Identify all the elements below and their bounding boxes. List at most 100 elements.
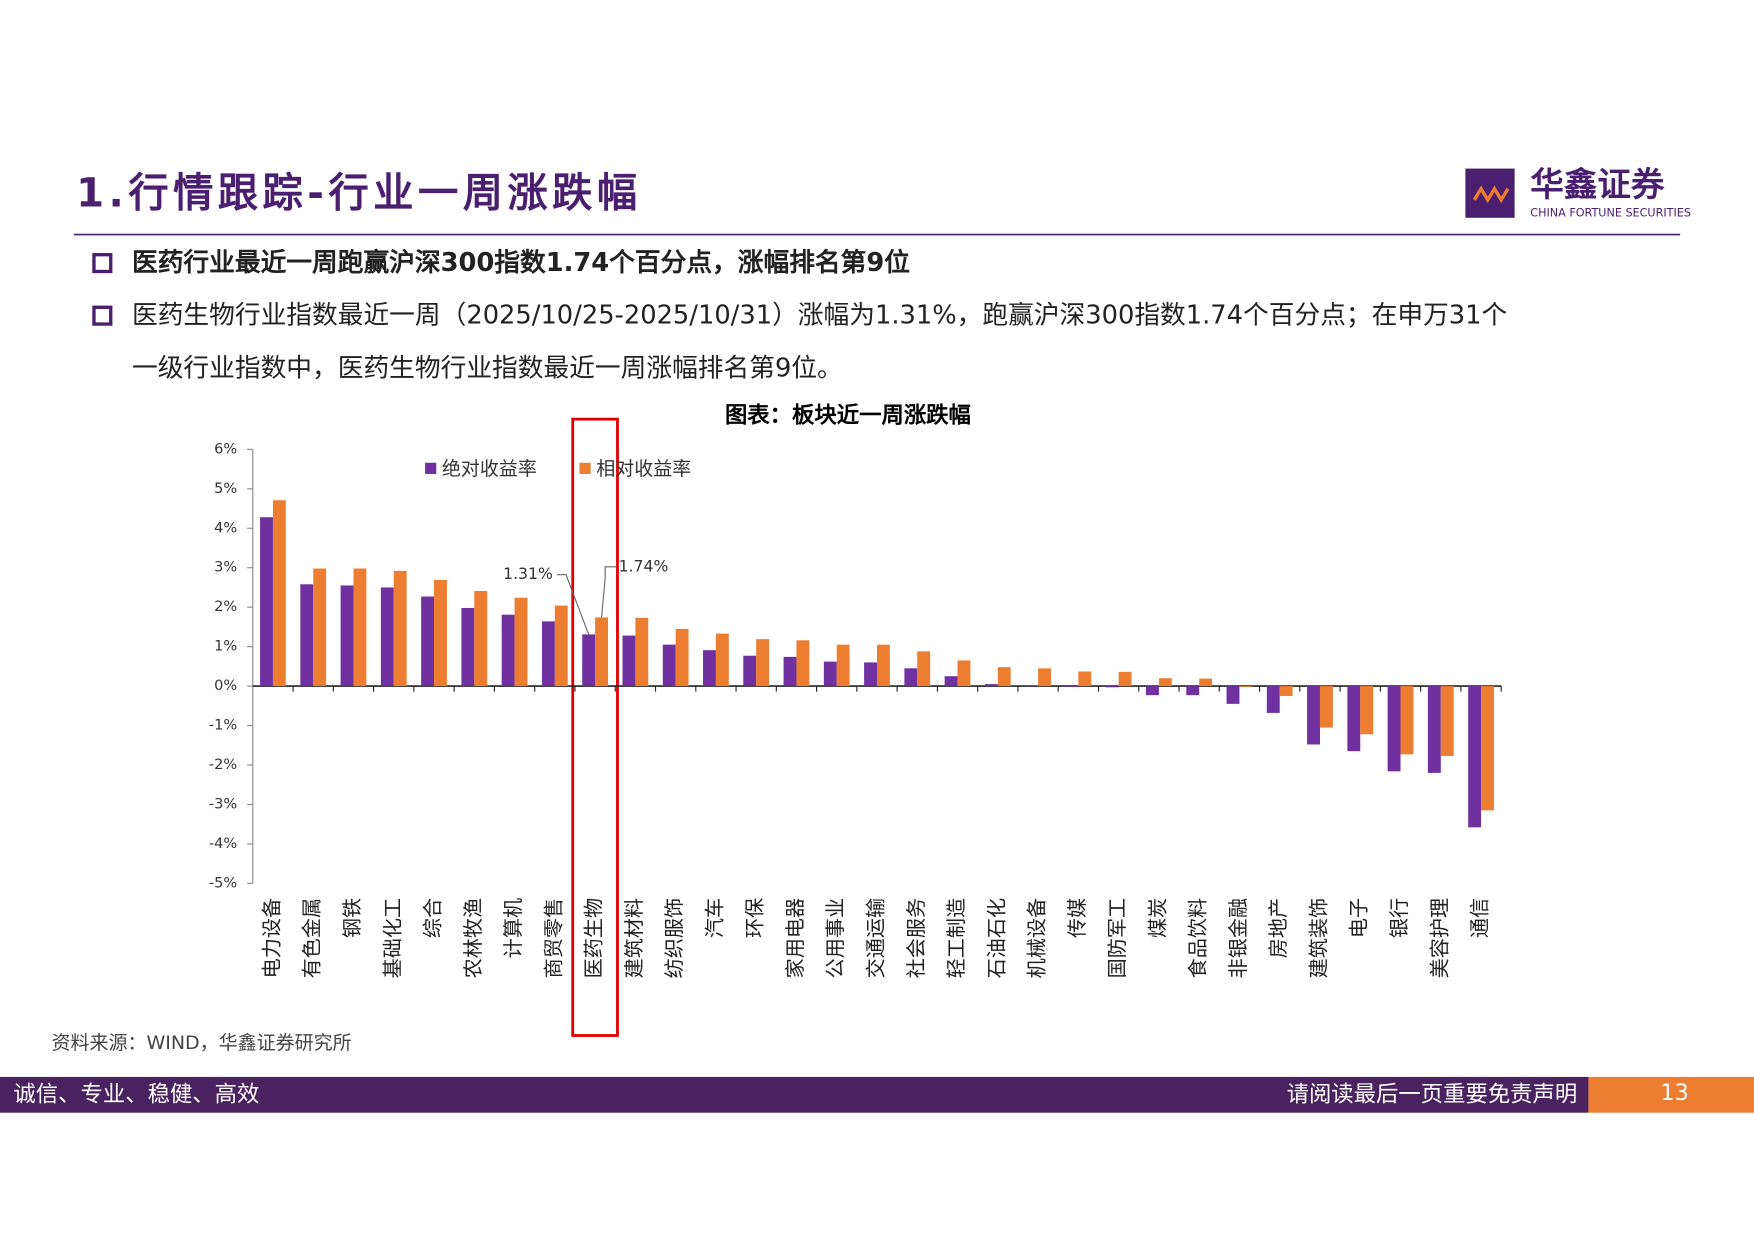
bar (877, 644, 890, 687)
bar (1387, 686, 1401, 772)
x-tick-label: 交通运输 (864, 898, 888, 978)
bar (514, 597, 528, 687)
bar (1360, 686, 1374, 735)
bar (823, 661, 837, 687)
y-tick-label: 0% (214, 678, 237, 694)
source-note: 资料来源：WIND，华鑫证券研究所 (51, 1032, 351, 1054)
bar (715, 633, 729, 687)
bar (1065, 686, 1079, 687)
bar (313, 568, 327, 687)
bar (474, 591, 488, 687)
annotation: 1.74% (619, 556, 669, 575)
bar (340, 585, 354, 687)
x-tick-label: 公用事业 (823, 898, 847, 978)
legend-swatch (425, 462, 437, 474)
y-tick-label: 5% (214, 481, 237, 497)
bar (1118, 671, 1132, 687)
x-tick-label: 电子 (1347, 898, 1371, 938)
x-tick-label: 美容护理 (1427, 898, 1451, 978)
bar (957, 660, 971, 687)
footer-page-box (1588, 1076, 1754, 1113)
bullet-box (92, 253, 113, 274)
x-tick-label: 石油石化 (984, 898, 1008, 978)
bar (1038, 668, 1051, 687)
y-tick-label: 6% (214, 441, 237, 457)
bar (944, 676, 958, 687)
y-tick-label: -5% (209, 875, 237, 891)
bar (1226, 686, 1240, 704)
x-tick-label: 房地产 (1266, 898, 1290, 958)
bar (756, 639, 770, 687)
slide-title: 1.行情跟踪-行业一周涨跌幅 (76, 170, 642, 216)
y-tick-label: 2% (214, 599, 237, 615)
x-tick-label: 建筑材料 (622, 898, 646, 978)
x-tick-label: 国防军工 (1105, 898, 1129, 978)
annotation-leader (557, 574, 590, 635)
bar (541, 621, 555, 687)
bar (836, 644, 850, 687)
footer-disclaimer: 请阅读最后一页重要免责声明 (1287, 1081, 1578, 1107)
y-tick-label: -4% (209, 836, 237, 852)
bar (353, 568, 367, 687)
bar (1078, 671, 1092, 687)
x-tick-label: 电力设备 (259, 898, 283, 978)
bar (1319, 686, 1333, 728)
bullet-text: 医药生物行业指数最近一周（2025/10/25-2025/10/31）涨幅为1.… (132, 301, 1507, 331)
bar (554, 605, 568, 687)
bar (743, 655, 757, 687)
annotation: 1.31% (503, 564, 553, 583)
bar (1440, 686, 1454, 756)
bar (917, 651, 931, 687)
x-tick-label: 通信 (1468, 898, 1492, 938)
bar (1105, 686, 1119, 688)
x-tick-label: 农林牧渔 (461, 898, 485, 978)
bar (272, 500, 286, 687)
bar (1186, 686, 1200, 696)
x-tick-label: 基础化工 (380, 898, 404, 978)
bar (796, 640, 810, 687)
bar (300, 584, 314, 687)
x-tick-label: 综合 (421, 898, 445, 938)
y-tick-label: -1% (209, 718, 237, 734)
y-tick-label: -3% (209, 796, 237, 812)
bar (260, 517, 273, 687)
x-tick-label: 机械设备 (1025, 898, 1049, 978)
bar (595, 617, 608, 687)
bar (461, 607, 475, 687)
bar (1468, 686, 1482, 828)
legend-label: 绝对收益率 (442, 458, 537, 480)
footer-motto: 诚信、专业、稳健、高效 (13, 1081, 259, 1107)
bullet-box (92, 305, 113, 326)
bar (662, 644, 676, 687)
y-tick-label: 4% (214, 520, 237, 536)
bar (1427, 686, 1441, 773)
y-tick-label: -2% (209, 757, 237, 773)
x-tick-label: 家用电器 (783, 898, 807, 978)
bar (501, 614, 515, 687)
logo-name: 华鑫证券 (1530, 165, 1665, 204)
bar (1266, 686, 1280, 713)
x-tick-label: 传媒 (1065, 898, 1089, 938)
legend-swatch (579, 462, 591, 474)
bar (984, 684, 998, 687)
x-tick-label: 轻工制造 (944, 898, 968, 978)
bar (434, 579, 447, 687)
bar (393, 570, 407, 687)
page-number: 13 (1660, 1080, 1688, 1106)
bar (635, 617, 649, 687)
x-tick-label: 建筑装饰 (1306, 898, 1330, 978)
logo-en: CHINA FORTUNE SECURITIES (1530, 206, 1691, 219)
bar (1146, 686, 1159, 696)
bar (380, 587, 394, 687)
footer-bar (0, 1076, 1589, 1113)
x-tick-label: 商贸零售 (541, 898, 565, 978)
bar (1481, 686, 1494, 811)
annotation-leader (600, 566, 617, 618)
bar (703, 650, 716, 687)
x-tick-label: 有色金属 (300, 898, 324, 978)
x-tick-label: 非银金融 (1226, 898, 1250, 978)
bar (1158, 678, 1172, 687)
x-tick-label: 钢铁 (340, 898, 364, 938)
bar (997, 667, 1011, 687)
